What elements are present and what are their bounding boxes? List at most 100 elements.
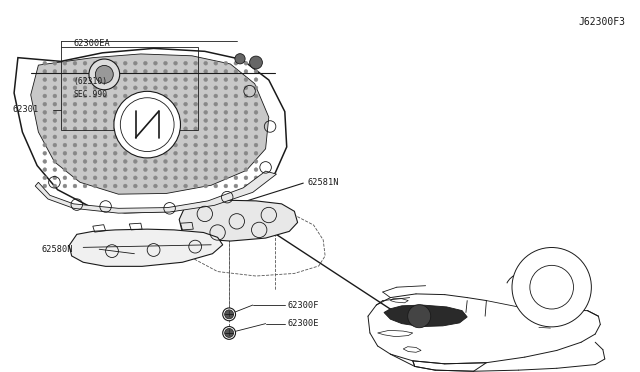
Circle shape — [103, 61, 107, 65]
Circle shape — [113, 151, 117, 155]
Circle shape — [124, 184, 127, 188]
Circle shape — [214, 86, 218, 90]
Circle shape — [173, 168, 177, 171]
Circle shape — [93, 168, 97, 171]
Circle shape — [244, 110, 248, 114]
Circle shape — [93, 86, 97, 90]
Circle shape — [224, 61, 228, 65]
Circle shape — [53, 135, 57, 139]
Circle shape — [73, 119, 77, 122]
Circle shape — [124, 168, 127, 171]
Circle shape — [214, 78, 218, 81]
Circle shape — [143, 70, 147, 73]
Circle shape — [254, 78, 258, 81]
Circle shape — [133, 176, 137, 180]
Circle shape — [173, 102, 177, 106]
Circle shape — [133, 160, 137, 163]
Circle shape — [214, 176, 218, 180]
Circle shape — [204, 70, 207, 73]
Circle shape — [184, 102, 188, 106]
Circle shape — [113, 168, 117, 171]
Circle shape — [204, 143, 207, 147]
Circle shape — [204, 78, 207, 81]
Circle shape — [73, 94, 77, 98]
Circle shape — [43, 184, 47, 188]
Circle shape — [113, 86, 117, 90]
Circle shape — [223, 327, 236, 339]
Circle shape — [63, 102, 67, 106]
Circle shape — [234, 151, 238, 155]
Circle shape — [95, 65, 113, 83]
Circle shape — [224, 160, 228, 163]
Circle shape — [114, 92, 180, 158]
Polygon shape — [384, 305, 467, 327]
Circle shape — [53, 168, 57, 171]
Circle shape — [124, 70, 127, 73]
Circle shape — [63, 143, 67, 147]
Circle shape — [63, 86, 67, 90]
Circle shape — [143, 127, 147, 131]
Circle shape — [83, 78, 87, 81]
Circle shape — [143, 143, 147, 147]
Circle shape — [154, 78, 157, 81]
Circle shape — [93, 78, 97, 81]
Circle shape — [173, 70, 177, 73]
Circle shape — [133, 184, 137, 188]
Circle shape — [124, 110, 127, 114]
Circle shape — [113, 143, 117, 147]
Circle shape — [89, 59, 120, 90]
Circle shape — [204, 127, 207, 131]
Circle shape — [154, 61, 157, 65]
Circle shape — [113, 176, 117, 180]
Circle shape — [244, 160, 248, 163]
Circle shape — [154, 86, 157, 90]
Circle shape — [143, 94, 147, 98]
Circle shape — [133, 127, 137, 131]
Circle shape — [43, 143, 47, 147]
Circle shape — [184, 61, 188, 65]
Circle shape — [224, 102, 228, 106]
Circle shape — [113, 160, 117, 163]
Circle shape — [224, 168, 228, 171]
Circle shape — [63, 168, 67, 171]
Circle shape — [194, 119, 198, 122]
Circle shape — [133, 119, 137, 122]
Circle shape — [234, 135, 238, 139]
Circle shape — [164, 110, 168, 114]
Circle shape — [254, 176, 258, 180]
Circle shape — [204, 94, 207, 98]
Circle shape — [113, 184, 117, 188]
Circle shape — [173, 151, 177, 155]
Circle shape — [235, 54, 245, 64]
Polygon shape — [69, 229, 223, 266]
Circle shape — [204, 119, 207, 122]
Circle shape — [214, 119, 218, 122]
Circle shape — [254, 168, 258, 171]
Circle shape — [184, 184, 188, 188]
Circle shape — [214, 168, 218, 171]
Circle shape — [184, 176, 188, 180]
Circle shape — [53, 151, 57, 155]
Circle shape — [124, 143, 127, 147]
Circle shape — [83, 168, 87, 171]
Circle shape — [164, 184, 168, 188]
Circle shape — [244, 86, 248, 90]
Circle shape — [143, 135, 147, 139]
Circle shape — [73, 102, 77, 106]
Circle shape — [53, 143, 57, 147]
Circle shape — [254, 61, 258, 65]
Circle shape — [234, 143, 238, 147]
Circle shape — [244, 70, 248, 73]
Circle shape — [73, 70, 77, 73]
Circle shape — [214, 151, 218, 155]
Circle shape — [133, 61, 137, 65]
Circle shape — [133, 135, 137, 139]
Circle shape — [124, 61, 127, 65]
Circle shape — [43, 168, 47, 171]
Circle shape — [113, 94, 117, 98]
Circle shape — [113, 110, 117, 114]
Circle shape — [103, 94, 107, 98]
Circle shape — [254, 102, 258, 106]
Circle shape — [194, 86, 198, 90]
Circle shape — [133, 78, 137, 81]
